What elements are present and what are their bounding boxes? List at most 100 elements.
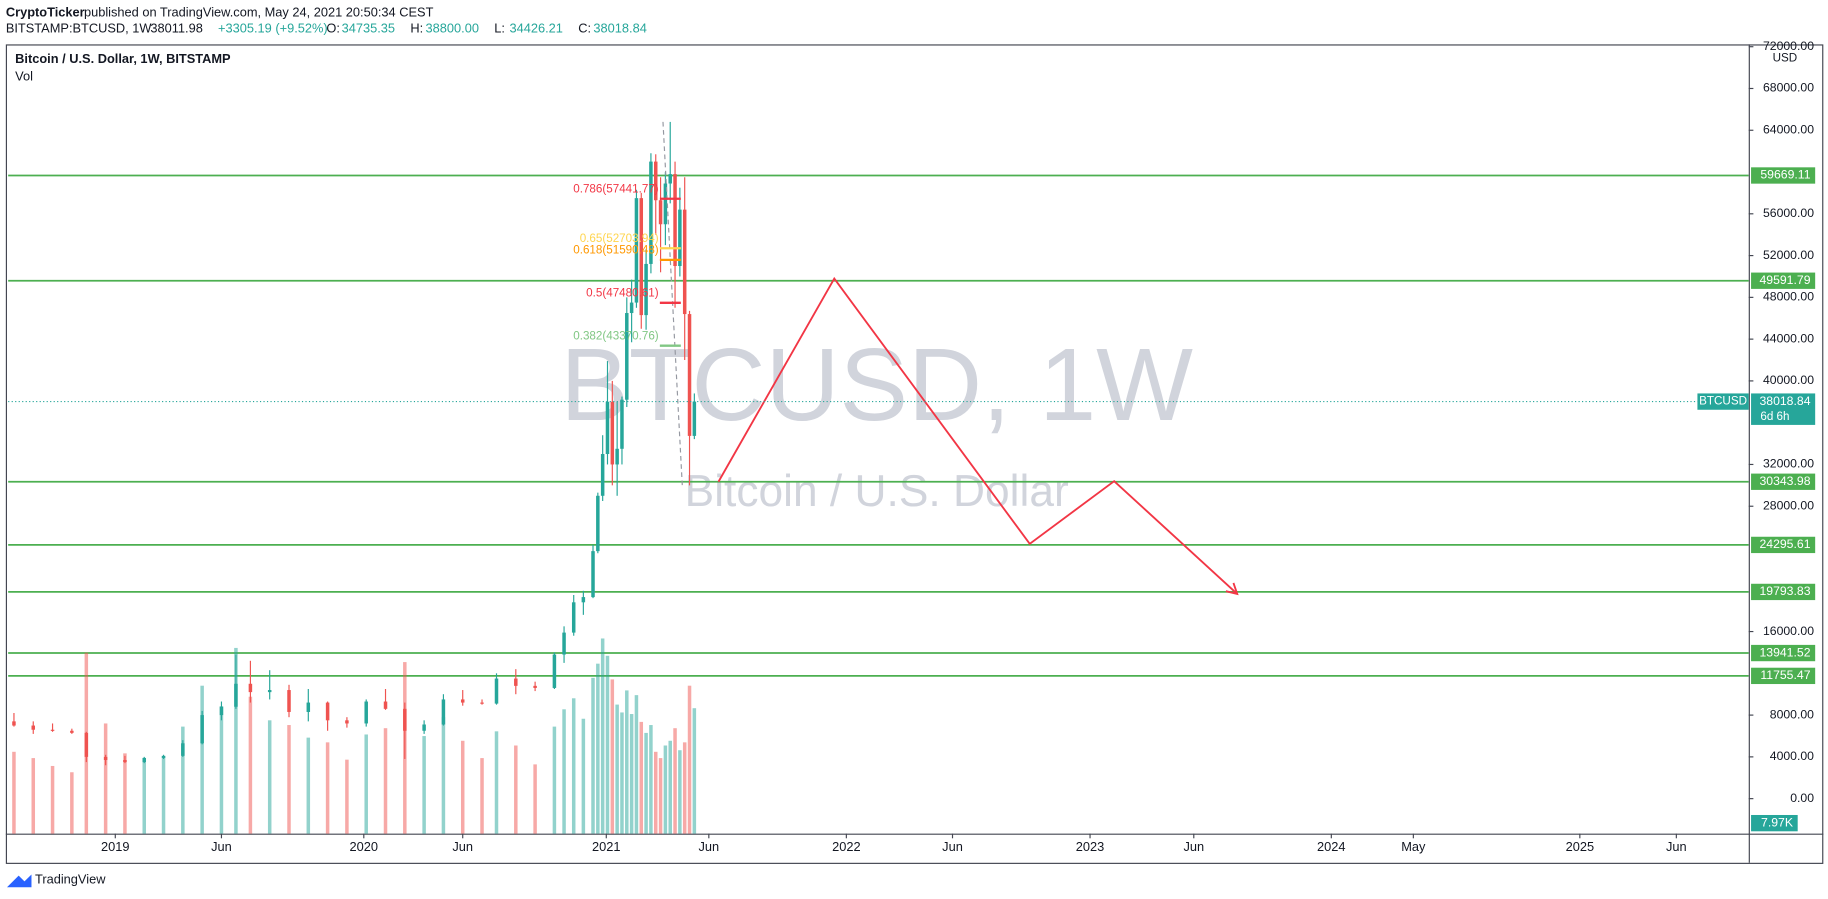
candle-body (234, 683, 238, 707)
x-tick-label: Jun (452, 839, 473, 854)
candle-body (142, 757, 146, 763)
symbol-tag-box (1697, 393, 1749, 410)
candle-body (533, 685, 537, 688)
candle-body (70, 730, 74, 733)
volume-bar (682, 742, 687, 834)
watermark: BTCUSD, 1W (560, 327, 1193, 442)
candle-body (345, 720, 349, 724)
volume-bar (12, 751, 16, 834)
volume-bar (103, 723, 108, 834)
y-tick-label: 68000.00 (1763, 81, 1814, 95)
volume-bar (248, 696, 253, 834)
candle-body (364, 701, 368, 724)
volume-bar (161, 756, 166, 834)
symbol-tag: BTCUSD (1699, 395, 1747, 408)
projection (717, 276, 1238, 595)
volume-bar (600, 638, 605, 834)
candle-body (181, 743, 185, 756)
ohlc-value: 38800.00 (426, 21, 479, 36)
level-label: 49591.79 (1759, 273, 1810, 287)
candle-body (480, 702, 484, 704)
candle-body (306, 702, 311, 712)
volume-bar (364, 734, 368, 834)
projection-arrow (1225, 582, 1239, 596)
candle-body (581, 597, 586, 603)
volume-bar (494, 731, 499, 834)
x-tick-label: 2025 (1566, 839, 1595, 854)
currency: USD (1773, 51, 1798, 64)
volume-bar (383, 728, 388, 834)
volume-bar (325, 742, 330, 834)
volume-bar (649, 725, 653, 834)
volume-bar (591, 677, 595, 834)
volume-bar (267, 720, 272, 834)
candle-body (31, 725, 36, 730)
candle-body (596, 495, 600, 552)
volume-bar (673, 728, 677, 834)
candle-body (123, 760, 127, 763)
ohlc-key: H: (410, 21, 423, 36)
level-tag (1751, 167, 1816, 184)
candle-body (325, 702, 330, 721)
level-tag (1751, 667, 1816, 685)
x-tick-label: 2023 (1076, 839, 1105, 854)
y-tick-label: 56000.00 (1763, 206, 1814, 220)
brand: TradingView (35, 872, 106, 887)
countdown: 6d 6h (1760, 410, 1789, 423)
y-tick-label: 32000.00 (1763, 457, 1814, 471)
candle-body (629, 302, 634, 314)
candle-body (653, 161, 658, 201)
level-tag (1751, 473, 1816, 490)
candle-body (625, 313, 629, 400)
volume-bar (571, 698, 576, 834)
candle-body (605, 401, 610, 455)
candle-body (441, 699, 446, 725)
y-tick-label: 28000.00 (1763, 498, 1814, 512)
x-tick-label: Jun (1666, 839, 1687, 854)
candle-body (678, 209, 682, 267)
y-tick-label: 16000.00 (1763, 624, 1814, 638)
candle-body (610, 401, 615, 465)
volume-bar (653, 751, 658, 834)
volume-bar (219, 706, 224, 834)
fib-label: 0.382(43370.76) (573, 329, 659, 342)
ohlc-value: 38018.84 (593, 21, 646, 36)
x-tick-label: Jun (1183, 839, 1204, 854)
ohlc-key: O: (326, 21, 340, 36)
candle-body (634, 198, 639, 303)
candle-body (615, 448, 619, 465)
y-tick-label: 8000.00 (1770, 707, 1814, 721)
candle-body (692, 401, 697, 436)
volume-bar (50, 765, 55, 834)
candle-body (103, 756, 108, 761)
level-label: 11755.47 (1760, 668, 1810, 682)
candle-body (663, 183, 668, 225)
candle-body (403, 708, 407, 731)
fib-label: 0.618(51590.48) (573, 244, 659, 257)
candle-body (600, 454, 605, 496)
x-tick-label: May (1401, 839, 1426, 854)
candle-body (552, 654, 557, 688)
candle-body (161, 755, 166, 758)
candle-body (649, 161, 653, 264)
level-label: 59669.11 (1760, 168, 1810, 182)
candle-body (84, 732, 89, 757)
candle-body (571, 602, 576, 633)
candle-body (248, 683, 253, 693)
volume-bar (123, 753, 127, 834)
volume-bar (678, 750, 682, 834)
ohlc-value: 34735.35 (342, 21, 395, 36)
candle-body (639, 198, 644, 316)
level-label: 24295.61 (1759, 537, 1810, 551)
x-tick-label: 2022 (832, 839, 861, 854)
volume-bar (181, 726, 185, 834)
y-tick-label: 64000.00 (1763, 122, 1814, 136)
fib-label: 0.65(52703.94) (580, 232, 659, 245)
candle-body (200, 715, 204, 744)
candle-body (514, 678, 518, 686)
published: published on TradingView.com, May 24, 20… (84, 4, 434, 19)
volume-bar (31, 758, 36, 834)
volume-bar (605, 655, 610, 834)
x-tick-label: 2020 (350, 839, 379, 854)
